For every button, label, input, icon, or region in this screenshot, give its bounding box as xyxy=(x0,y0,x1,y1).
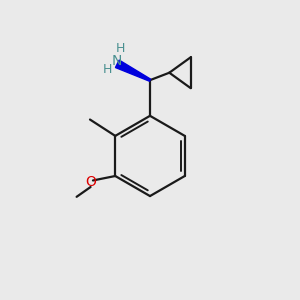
Text: H: H xyxy=(116,42,126,55)
Text: N: N xyxy=(112,54,122,68)
Text: H: H xyxy=(103,63,112,76)
Text: O: O xyxy=(85,175,96,189)
Polygon shape xyxy=(116,60,151,81)
